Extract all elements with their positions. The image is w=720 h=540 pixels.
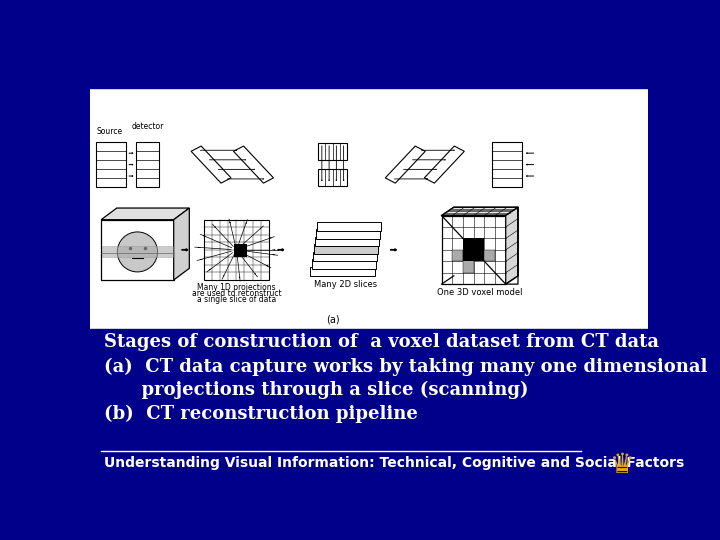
Ellipse shape bbox=[117, 232, 158, 272]
Bar bbox=[234, 244, 247, 258]
Bar bbox=[204, 220, 269, 280]
Bar bbox=[102, 246, 173, 258]
Text: Understanding Visual Information: Technical, Cognitive and Social Factors: Understanding Visual Information: Techni… bbox=[104, 456, 684, 470]
Polygon shape bbox=[441, 207, 518, 215]
Polygon shape bbox=[233, 146, 274, 183]
Bar bbox=[463, 250, 474, 273]
Bar bbox=[316, 230, 380, 239]
Text: ♛: ♛ bbox=[611, 450, 635, 478]
Polygon shape bbox=[101, 208, 189, 220]
Bar bbox=[318, 143, 347, 160]
Text: Many 1D projections: Many 1D projections bbox=[197, 284, 276, 292]
Polygon shape bbox=[191, 146, 231, 183]
Bar bbox=[441, 215, 505, 284]
Bar bbox=[463, 238, 474, 250]
Text: Many 2D slices: Many 2D slices bbox=[314, 280, 377, 289]
Text: (a): (a) bbox=[326, 315, 340, 325]
Bar bbox=[96, 141, 126, 187]
Text: One 3D voxel model: One 3D voxel model bbox=[437, 288, 523, 298]
Bar bbox=[317, 222, 382, 231]
Text: are used to reconstruct: are used to reconstruct bbox=[192, 289, 282, 298]
Bar bbox=[101, 220, 174, 280]
Text: projections through a slice (scanning): projections through a slice (scanning) bbox=[104, 381, 528, 399]
Bar bbox=[452, 250, 463, 261]
Bar bbox=[90, 65, 648, 87]
Text: detector: detector bbox=[131, 123, 163, 131]
Bar bbox=[310, 267, 374, 276]
Text: a single slice of data: a single slice of data bbox=[197, 295, 276, 304]
Bar bbox=[312, 259, 376, 268]
Polygon shape bbox=[505, 207, 518, 284]
Bar bbox=[463, 250, 474, 261]
Text: Source: Source bbox=[96, 127, 122, 136]
Bar bbox=[136, 141, 158, 187]
Bar bbox=[90, 451, 648, 481]
Text: Stages of construction of  a voxel dataset from CT data: Stages of construction of a voxel datase… bbox=[104, 333, 659, 351]
Bar bbox=[318, 168, 347, 186]
Bar bbox=[90, 87, 648, 329]
Polygon shape bbox=[424, 146, 464, 183]
Bar bbox=[312, 252, 377, 261]
Polygon shape bbox=[174, 208, 189, 280]
Bar bbox=[474, 250, 485, 261]
Text: (b)  CT reconstruction pipeline: (b) CT reconstruction pipeline bbox=[104, 404, 418, 423]
Bar bbox=[485, 250, 495, 261]
Bar bbox=[315, 237, 379, 246]
Polygon shape bbox=[385, 146, 426, 183]
Bar bbox=[474, 238, 485, 250]
Bar bbox=[90, 329, 648, 451]
Text: (a)  CT data capture works by taking many one dimensional: (a) CT data capture works by taking many… bbox=[104, 358, 707, 376]
Bar bbox=[492, 141, 523, 187]
Bar bbox=[314, 245, 378, 254]
